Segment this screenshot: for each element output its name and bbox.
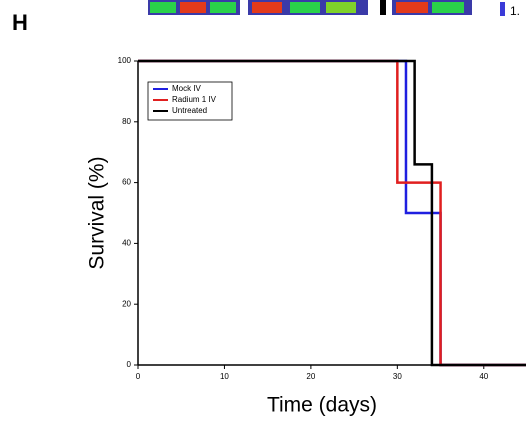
y-tick-label: 100 <box>118 56 132 65</box>
fragment-text: 1. <box>510 4 520 18</box>
y-axis-label: Survival (%) <box>86 156 109 269</box>
y-tick-label: 40 <box>122 239 131 248</box>
y-tick-label: 80 <box>122 117 131 126</box>
panel-label: H <box>12 10 28 35</box>
x-tick-label: 20 <box>306 372 315 381</box>
legend-label: Untreated <box>172 106 207 115</box>
x-tick-label: 0 <box>136 372 141 381</box>
x-axis-label: Time (days) <box>267 394 377 417</box>
thumbnail-strip <box>148 0 505 16</box>
y-tick-label: 0 <box>127 360 132 369</box>
y-tick-label: 60 <box>122 178 131 187</box>
survival-line <box>138 59 526 367</box>
x-tick-label: 40 <box>479 372 488 381</box>
x-tick-label: 30 <box>393 372 402 381</box>
y-tick-label: 20 <box>122 299 131 308</box>
x-tick-label: 10 <box>220 372 229 381</box>
legend-label: Mock IV <box>172 84 202 93</box>
legend-label: Radium 1 IV <box>172 95 217 104</box>
